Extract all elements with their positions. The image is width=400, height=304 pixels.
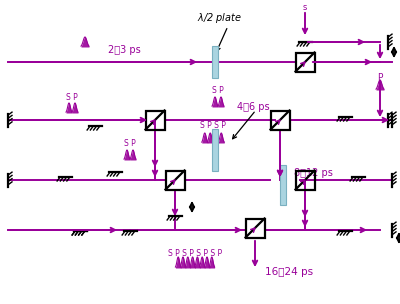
Text: S P S P: S P S P xyxy=(200,121,226,130)
Text: S P: S P xyxy=(212,86,224,95)
Text: 16～24 ps: 16～24 ps xyxy=(265,267,313,277)
Bar xyxy=(280,165,286,205)
Bar xyxy=(212,46,218,78)
Text: S P: S P xyxy=(124,139,136,148)
Bar xyxy=(212,129,218,171)
Bar xyxy=(166,171,184,189)
Bar xyxy=(270,110,290,130)
Text: 4～6 ps: 4～6 ps xyxy=(237,102,270,112)
Text: S P S P S P S P: S P S P S P S P xyxy=(168,249,222,258)
Text: s: s xyxy=(303,4,307,12)
Bar xyxy=(146,110,164,130)
Bar xyxy=(246,219,264,237)
Bar xyxy=(296,171,314,189)
Text: P: P xyxy=(377,74,383,82)
Text: S P: S P xyxy=(66,93,78,102)
Text: 2～3 ps: 2～3 ps xyxy=(108,45,141,55)
Text: $\lambda$/2 plate: $\lambda$/2 plate xyxy=(197,11,242,25)
Bar xyxy=(296,53,314,71)
Text: 8～12 ps: 8～12 ps xyxy=(294,168,333,178)
